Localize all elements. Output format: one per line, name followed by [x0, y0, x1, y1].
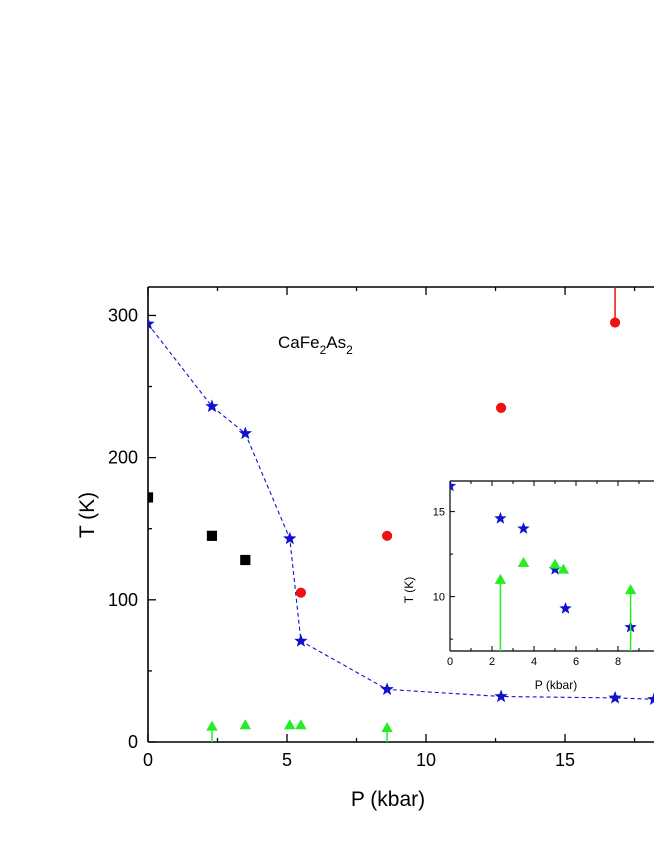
y-tick-label: 200 — [108, 448, 138, 468]
star-point — [205, 399, 219, 413]
circle-point — [495, 402, 507, 413]
inset-star-point — [450, 481, 457, 492]
x-tick-label: 15 — [555, 750, 575, 770]
inset-y-axis-title: T (K) — [402, 577, 416, 603]
main-x-axis-title: P (kbar) — [351, 788, 425, 811]
triangle-point — [295, 719, 307, 730]
inset-y-tick-label: 15 — [433, 507, 445, 519]
inset-triangle-point — [557, 563, 570, 574]
inset-x-tick-label: 6 — [573, 656, 579, 668]
inset-tick-labels: 0 2 4 6 8 10 15 — [433, 507, 621, 668]
x-tick-label: 5 — [282, 750, 292, 770]
inset-triangle-point — [549, 558, 561, 569]
star-point — [608, 690, 622, 704]
x-tick-label: 0 — [143, 750, 153, 770]
square-point — [240, 554, 251, 566]
square-point — [148, 492, 154, 503]
inset-star-point — [559, 602, 572, 614]
main-ticks — [147, 287, 636, 743]
inset-star-point — [517, 522, 530, 534]
triangle-point — [239, 719, 252, 730]
compound-label-subscript: 2 — [320, 343, 327, 357]
star-point — [494, 689, 508, 703]
inset-triangle-point — [494, 573, 507, 584]
star-point — [238, 426, 252, 440]
inset-triangle-point — [517, 556, 530, 567]
compound-label-subscript: 2 — [346, 343, 353, 357]
triangle-point — [381, 722, 393, 733]
triangle-point — [206, 720, 218, 731]
inset-x-tick-label: 8 — [615, 656, 621, 668]
inset-plot: 0 2 4 6 8 10 15 P (kbar) T (K) — [402, 480, 654, 692]
square-point — [206, 530, 218, 541]
y-tick-label: 100 — [108, 590, 138, 610]
star-point — [283, 531, 297, 545]
y-tick-label: 300 — [108, 305, 138, 325]
main-series — [148, 287, 654, 742]
y-tick-label: 0 — [128, 732, 138, 752]
inset-star-point — [494, 511, 507, 524]
inset-star-point — [548, 562, 562, 575]
inset-x-axis-title: P (kbar) — [535, 678, 577, 692]
star-point — [647, 692, 654, 705]
compound-label-part: As — [326, 333, 346, 352]
compound-label: CaFe2As2 — [278, 333, 353, 357]
x-tick-label: 10 — [416, 750, 436, 770]
circle-point — [609, 317, 621, 328]
circle-point — [295, 587, 307, 598]
inset-x-tick-label: 0 — [447, 656, 453, 668]
inset-y-tick-label: 10 — [433, 592, 445, 604]
compound-label-part: CaFe — [278, 333, 320, 352]
inset-triangle-point — [624, 584, 637, 595]
star-point — [294, 634, 308, 647]
circle-point — [381, 530, 393, 541]
inset-x-tick-label: 2 — [489, 656, 495, 668]
star-point — [148, 317, 155, 330]
triangle-point — [284, 719, 296, 730]
main-y-axis-title: T (K) — [76, 492, 99, 538]
inset-x-tick-label: 4 — [531, 656, 537, 668]
inset-series — [450, 481, 637, 651]
star-point — [380, 682, 394, 696]
